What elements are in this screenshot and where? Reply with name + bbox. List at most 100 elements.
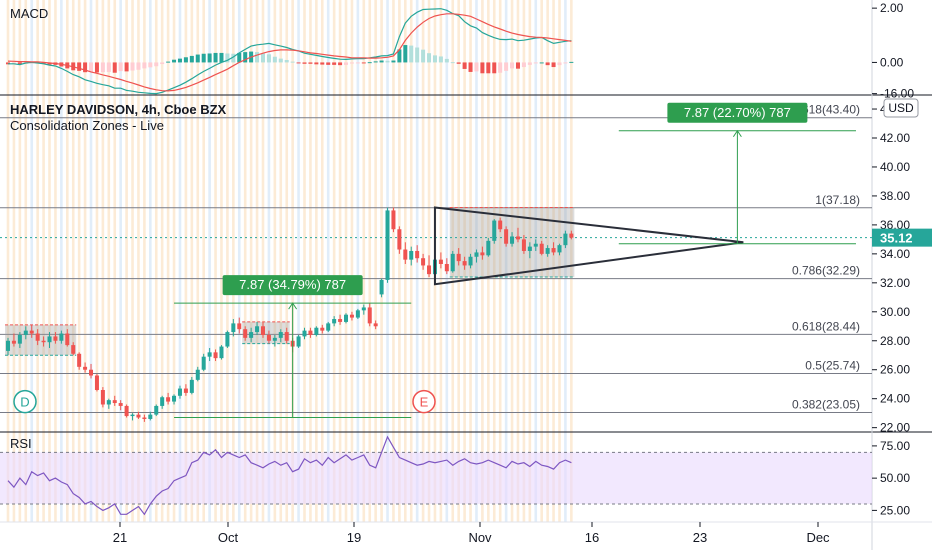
candle-body[interactable] xyxy=(11,340,16,344)
candle-body[interactable] xyxy=(349,314,354,318)
candle-body[interactable] xyxy=(551,248,556,253)
candle-body[interactable] xyxy=(17,334,22,344)
candle-body[interactable] xyxy=(385,210,390,280)
candle-body[interactable] xyxy=(468,256,473,266)
candle-body[interactable] xyxy=(314,327,319,335)
candle-body[interactable] xyxy=(172,395,177,402)
candle-body[interactable] xyxy=(510,236,515,244)
candle-body[interactable] xyxy=(130,414,135,417)
candle-body[interactable] xyxy=(545,248,550,254)
candle-body[interactable] xyxy=(243,329,248,338)
candle-body[interactable] xyxy=(201,356,206,370)
candle-body[interactable] xyxy=(338,319,343,322)
candle-body[interactable] xyxy=(89,369,94,376)
candle-body[interactable] xyxy=(521,239,526,251)
candle-body[interactable] xyxy=(266,334,271,341)
candle-body[interactable] xyxy=(326,323,331,331)
candle-body[interactable] xyxy=(260,326,265,335)
candle-body[interactable] xyxy=(29,330,34,334)
candle-body[interactable] xyxy=(569,233,574,238)
candle-body[interactable] xyxy=(41,340,46,343)
candle-body[interactable] xyxy=(539,243,544,254)
candle-body[interactable] xyxy=(195,369,200,380)
candle-body[interactable] xyxy=(438,259,443,264)
candle-body[interactable] xyxy=(480,252,485,256)
currency-label[interactable]: USD xyxy=(888,101,914,115)
measure-label-box[interactable] xyxy=(222,275,363,296)
candle-body[interactable] xyxy=(515,236,520,240)
candle-body[interactable] xyxy=(379,279,384,295)
candle-body[interactable] xyxy=(344,314,349,322)
candle-body[interactable] xyxy=(332,319,337,324)
candle-body[interactable] xyxy=(160,397,165,406)
candle-body[interactable] xyxy=(444,264,449,272)
candle-body[interactable] xyxy=(320,327,325,331)
candle-body[interactable] xyxy=(59,333,64,341)
candle-body[interactable] xyxy=(409,250,414,260)
candle-body[interactable] xyxy=(533,243,538,247)
candle-body[interactable] xyxy=(308,330,313,335)
candle-body[interactable] xyxy=(83,366,88,370)
candle-body[interactable] xyxy=(492,220,497,241)
candle-body[interactable] xyxy=(100,390,105,405)
candle-body[interactable] xyxy=(94,375,99,390)
candle-body[interactable] xyxy=(118,403,123,406)
candle-body[interactable] xyxy=(35,333,40,341)
candle-body[interactable] xyxy=(498,220,503,230)
candle-body[interactable] xyxy=(421,258,426,266)
candle-body[interactable] xyxy=(177,388,182,396)
candle-body[interactable] xyxy=(456,253,461,262)
candle-body[interactable] xyxy=(225,332,230,347)
candle-body[interactable] xyxy=(23,330,28,335)
candle-body[interactable] xyxy=(367,307,372,324)
wave-marker[interactable] xyxy=(412,389,436,414)
candle-body[interactable] xyxy=(462,261,467,266)
candle-body[interactable] xyxy=(296,336,301,347)
candle-body[interactable] xyxy=(112,400,117,404)
candle-body[interactable] xyxy=(154,405,159,415)
candle-body[interactable] xyxy=(231,323,236,333)
candle-body[interactable] xyxy=(213,352,218,359)
wave-marker-label[interactable]: E xyxy=(420,395,429,410)
candle-body[interactable] xyxy=(255,326,260,333)
candle-body[interactable] xyxy=(65,333,70,346)
candle-body[interactable] xyxy=(278,332,283,338)
candle-body[interactable] xyxy=(474,252,479,257)
candle-body[interactable] xyxy=(219,346,224,359)
candle-body[interactable] xyxy=(207,352,212,357)
triangle-pattern[interactable] xyxy=(433,206,744,286)
wave-marker-label[interactable]: D xyxy=(20,395,29,410)
candle-body[interactable] xyxy=(403,249,408,260)
candle-body[interactable] xyxy=(106,400,111,405)
candle-body[interactable] xyxy=(124,405,129,417)
candle-body[interactable] xyxy=(361,307,366,311)
candle-body[interactable] xyxy=(189,379,194,393)
candle-body[interactable] xyxy=(77,353,82,367)
candle-body[interactable] xyxy=(355,310,360,318)
candle-body[interactable] xyxy=(237,323,242,330)
currency-badge[interactable] xyxy=(883,98,919,118)
candle-body[interactable] xyxy=(415,250,420,259)
candle-body[interactable] xyxy=(148,414,153,419)
candle-body[interactable] xyxy=(302,330,307,337)
candle-body[interactable] xyxy=(397,229,402,250)
candle-body[interactable] xyxy=(563,233,568,246)
candle-body[interactable] xyxy=(166,397,171,402)
candle-body[interactable] xyxy=(53,336,58,341)
candle-body[interactable] xyxy=(504,229,509,244)
candle-body[interactable] xyxy=(391,210,396,230)
wave-marker[interactable] xyxy=(13,389,37,414)
candle-body[interactable] xyxy=(183,388,188,393)
candle-body[interactable] xyxy=(427,265,432,275)
candle-body[interactable] xyxy=(47,336,52,343)
candle-body[interactable] xyxy=(136,414,141,418)
candle-body[interactable] xyxy=(71,345,76,354)
candle-body[interactable] xyxy=(284,332,289,341)
candle-body[interactable] xyxy=(486,240,491,256)
candle-body[interactable] xyxy=(6,340,10,351)
candle-body[interactable] xyxy=(272,337,277,341)
candle-body[interactable] xyxy=(450,253,455,272)
candle-body[interactable] xyxy=(373,323,378,327)
